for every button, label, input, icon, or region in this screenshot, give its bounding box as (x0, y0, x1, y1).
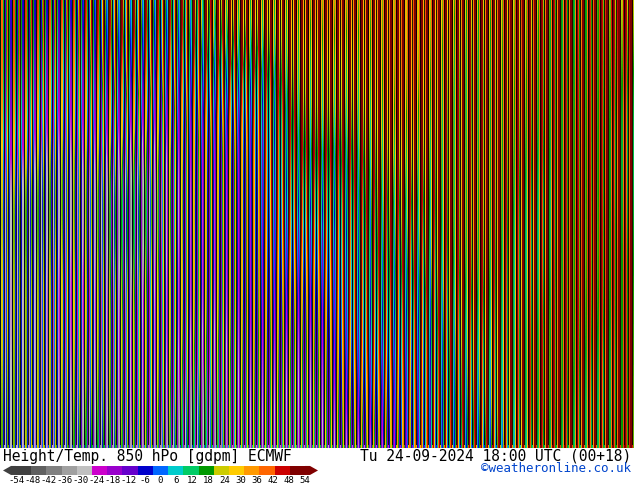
Bar (198, 466, 214, 475)
Text: 54: 54 (300, 476, 311, 485)
Bar (168, 466, 184, 475)
Bar (16, 466, 32, 475)
Bar (31, 466, 47, 475)
Bar (183, 466, 199, 475)
Bar (107, 466, 123, 475)
Bar (153, 466, 169, 475)
Text: Height/Temp. 850 hPo [gdpm] ECMWF: Height/Temp. 850 hPo [gdpm] ECMWF (3, 449, 292, 464)
Text: -6: -6 (139, 476, 150, 485)
Text: 42: 42 (268, 476, 278, 485)
Text: 48: 48 (283, 476, 294, 485)
Text: 18: 18 (204, 476, 214, 485)
Text: 12: 12 (187, 476, 198, 485)
Bar (92, 466, 108, 475)
Bar (290, 466, 306, 475)
Bar (244, 466, 260, 475)
Text: -18: -18 (104, 476, 120, 485)
Text: -12: -12 (120, 476, 136, 485)
FancyArrow shape (305, 466, 318, 475)
Text: ©weatheronline.co.uk: ©weatheronline.co.uk (481, 462, 631, 475)
Text: -30: -30 (72, 476, 88, 485)
Text: 36: 36 (252, 476, 262, 485)
Text: 6: 6 (174, 476, 179, 485)
Text: -24: -24 (88, 476, 105, 485)
Text: 0: 0 (158, 476, 163, 485)
Text: -42: -42 (40, 476, 56, 485)
Text: -54: -54 (8, 476, 24, 485)
Text: -36: -36 (56, 476, 72, 485)
Text: Tu 24-09-2024 18:00 UTC (00+18): Tu 24-09-2024 18:00 UTC (00+18) (359, 449, 631, 464)
Bar (229, 466, 245, 475)
Bar (61, 466, 77, 475)
Bar (46, 466, 62, 475)
Bar (77, 466, 93, 475)
FancyArrow shape (3, 466, 16, 475)
Text: 30: 30 (235, 476, 246, 485)
Bar (275, 466, 290, 475)
Bar (138, 466, 153, 475)
Bar (259, 466, 275, 475)
Bar (122, 466, 138, 475)
Text: 24: 24 (219, 476, 230, 485)
Text: -48: -48 (24, 476, 40, 485)
Bar (214, 466, 230, 475)
